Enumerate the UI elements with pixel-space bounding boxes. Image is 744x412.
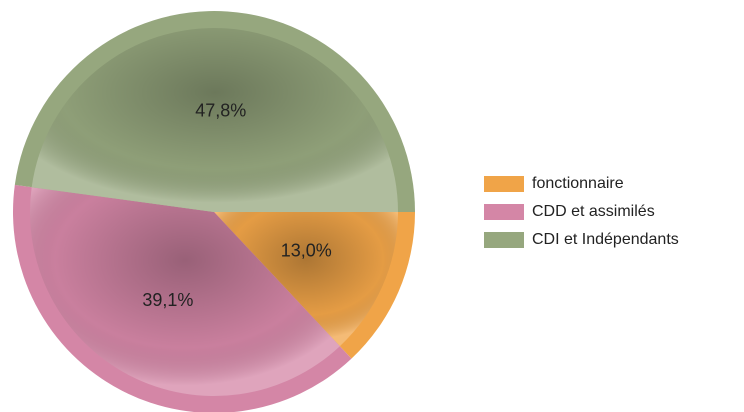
legend-swatch <box>484 176 524 192</box>
legend-label: fonctionnaire <box>532 175 624 192</box>
legend-label: CDD et assimilés <box>532 203 655 220</box>
pie-slice-shade <box>214 212 398 347</box>
legend-swatch <box>484 232 524 248</box>
legend-swatch <box>484 204 524 220</box>
pie-slice-shade <box>29 187 340 397</box>
legend-label: CDI et Indépendants <box>532 231 679 248</box>
data-label: 39,1% <box>142 290 193 310</box>
pie-slice-shade <box>31 28 399 212</box>
data-label: 13,0% <box>281 241 332 261</box>
data-label: 47,8% <box>195 100 246 120</box>
